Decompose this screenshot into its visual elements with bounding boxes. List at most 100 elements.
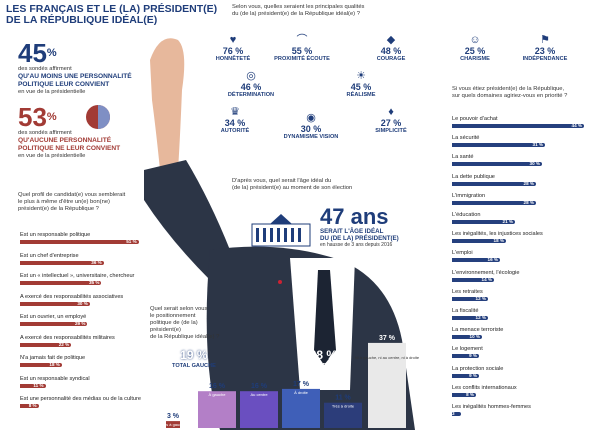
age-question-1: D'après vous, quel serait l'âge idéal du — [232, 178, 332, 184]
president-silhouette — [144, 38, 415, 430]
elysee-facade — [251, 223, 311, 247]
quality-label: DÉTERMINATION — [227, 92, 275, 98]
stat-53-bold-1: QU'AUCUNE PERSONNALITÉ — [18, 137, 112, 144]
stat-45-post: en vue de la présidentielle — [18, 89, 86, 95]
bar-label: Est un chef d'entreprise — [20, 252, 79, 259]
bar: 31 % — [452, 142, 545, 148]
bar-value: 12 % — [475, 315, 486, 320]
position-value: 3 % — [167, 413, 180, 420]
page-title: LES FRANÇAIS ET LE (LA) PRÉSIDENT(E) DE … — [6, 4, 217, 26]
position-category: Au centre — [250, 392, 268, 397]
quality-value: 27 % — [380, 118, 402, 128]
quality-4: ☀ 45 % RÉALISME — [326, 70, 396, 99]
title-line-2: DE LA RÉPUBLIQUE IDÉAL(E) — [6, 14, 158, 26]
stat-45-pre: des sondés affirment — [18, 66, 72, 72]
stat-53-pre: des sondés affirment — [18, 130, 72, 136]
elysee-pediment — [270, 214, 292, 224]
bar: 8 % — [20, 403, 39, 408]
bar-label: La sécurité — [452, 135, 480, 142]
position-bar — [240, 391, 278, 428]
bar-label: A exercé des responsabilités militaires — [20, 334, 115, 341]
position-category: Très à droite — [332, 404, 355, 409]
quality-5: ♛ 34 % AUTORITÉ — [200, 106, 270, 135]
bar: 36 % — [20, 260, 104, 265]
age-question-2: (de la) président(e) au moment de son él… — [232, 185, 353, 191]
bar: 28 % — [452, 181, 536, 186]
bar-label: N'a jamais fait de politique — [20, 355, 86, 361]
stat-45-value: 45 — [18, 38, 47, 68]
bar-label: Le logement — [452, 346, 483, 353]
quality-label: INDÉPENDANCE — [522, 56, 568, 62]
age-question: D'après vous, quel serait l'âge idéal du… — [232, 178, 352, 192]
stat-53-block: 53% des sondés affirment QU'AUCUNE PERSO… — [18, 104, 120, 160]
bar: 3 % — [452, 411, 461, 422]
qualities-question-2: du (de la) président(e) de la République… — [232, 11, 360, 17]
bar: 11 % — [20, 382, 46, 388]
elysee-column — [277, 228, 280, 242]
positioning-question-2: le positionnement — [150, 313, 196, 319]
stat-45-unit: % — [46, 47, 57, 59]
domains-question-1: Si vous étiez président(e) de la Républi… — [452, 86, 565, 92]
total-droite-value: 28 % — [309, 348, 338, 362]
position-value: 17 % — [293, 381, 310, 388]
bar: 21 % — [452, 219, 515, 224]
bar: 9 % — [452, 353, 479, 359]
positioning-question-3: politique de (de la) — [150, 320, 198, 326]
stat-53-unit: % — [46, 111, 57, 123]
ear-icon: ⌒ — [296, 34, 308, 46]
bar: 29 % — [20, 321, 88, 326]
bar-value: 14 % — [481, 276, 492, 282]
domains-question: Si vous étiez président(e) de la Républi… — [452, 86, 567, 100]
bar-label: Les conflits internationaux — [452, 384, 517, 391]
bar-value: 28 % — [523, 199, 534, 205]
age-caption-3: en hausse de 3 ans depuis 2016 — [320, 242, 393, 248]
age-caption-2: DU (DE LA) PRÉSIDENT(E) — [320, 235, 399, 242]
bar: 14 % — [452, 276, 494, 282]
bar: 12 % — [452, 296, 488, 301]
position-value: 16 % — [209, 383, 226, 390]
elysee-column — [291, 228, 294, 242]
elysee-column — [263, 228, 266, 242]
domains-question-2: sur quels domaines agiriez-vous en prior… — [452, 93, 568, 99]
bar-label: A exercé des responsabilités associative… — [20, 293, 124, 300]
positioning-question-5: de la République idéal(e) ? — [150, 334, 220, 340]
lapel-pin — [278, 280, 282, 284]
positioning-chart: 3 % Très à gauche 16 % À gauche 16 % Au centr… — [160, 335, 420, 428]
stat-53-value-row: 53% — [18, 104, 120, 130]
elysee-column — [256, 228, 259, 242]
bar-label: Les inégalités, les injustices sociales — [452, 231, 543, 238]
bar-value: 31 % — [532, 142, 543, 148]
profile-question: Quel profil de candidat(e) vous semblera… — [18, 192, 125, 213]
total-gauche-value: 19 % — [180, 348, 208, 362]
bar-label: Les retraites — [452, 288, 483, 295]
bar-label: Les inégalités hommes-femmes — [452, 404, 531, 410]
position-category: À droite — [294, 390, 309, 395]
flag-icon: ⚑ — [540, 34, 550, 46]
positioning-question: Quel serait selon vous le positionnement… — [150, 306, 219, 341]
bar-value: 11 % — [33, 382, 44, 388]
quality-label: COURAGE — [376, 56, 406, 62]
quality-value: 48 % — [380, 46, 402, 56]
quality-6: ◉ 30 % DYNAMISME VISION — [276, 112, 346, 141]
total-droite-label: TOTAL DROITE — [303, 363, 344, 369]
bar-label: Est un ouvrier, un employé — [20, 314, 87, 320]
profile-question-1: Quel profil de candidat(e) vous semblera… — [18, 192, 126, 198]
quality-label: RÉALISME — [346, 92, 376, 98]
quality-value: 55 % — [291, 46, 313, 56]
bar-label: Le pouvoir d'achat — [452, 116, 498, 122]
bar: 44 % — [452, 123, 584, 128]
position-value: 11 % — [335, 395, 351, 402]
elysee-column — [270, 228, 273, 242]
quality-0: ♥ 76 % HONNÊTETÉ — [198, 34, 268, 63]
bar-label: L'environnement, l'écologie — [452, 269, 520, 276]
profile-question-3: président(e) de la République ? — [18, 206, 99, 212]
age-value: 47 ans — [320, 204, 389, 229]
stat-45-block: 45% des sondés affirment QU'AU MOINS UNE… — [18, 40, 132, 96]
quality-value: 34 % — [224, 118, 246, 128]
quality-value: 30 % — [300, 124, 322, 134]
position-bar — [198, 391, 236, 428]
age-block: 47 ans SERAIT L'ÂGE IDÉAL DU (DE LA) PRÉ… — [320, 206, 399, 249]
bar: 10 % — [452, 334, 482, 340]
pie-slice-yes — [98, 105, 110, 129]
bar: 30 % — [452, 161, 542, 167]
